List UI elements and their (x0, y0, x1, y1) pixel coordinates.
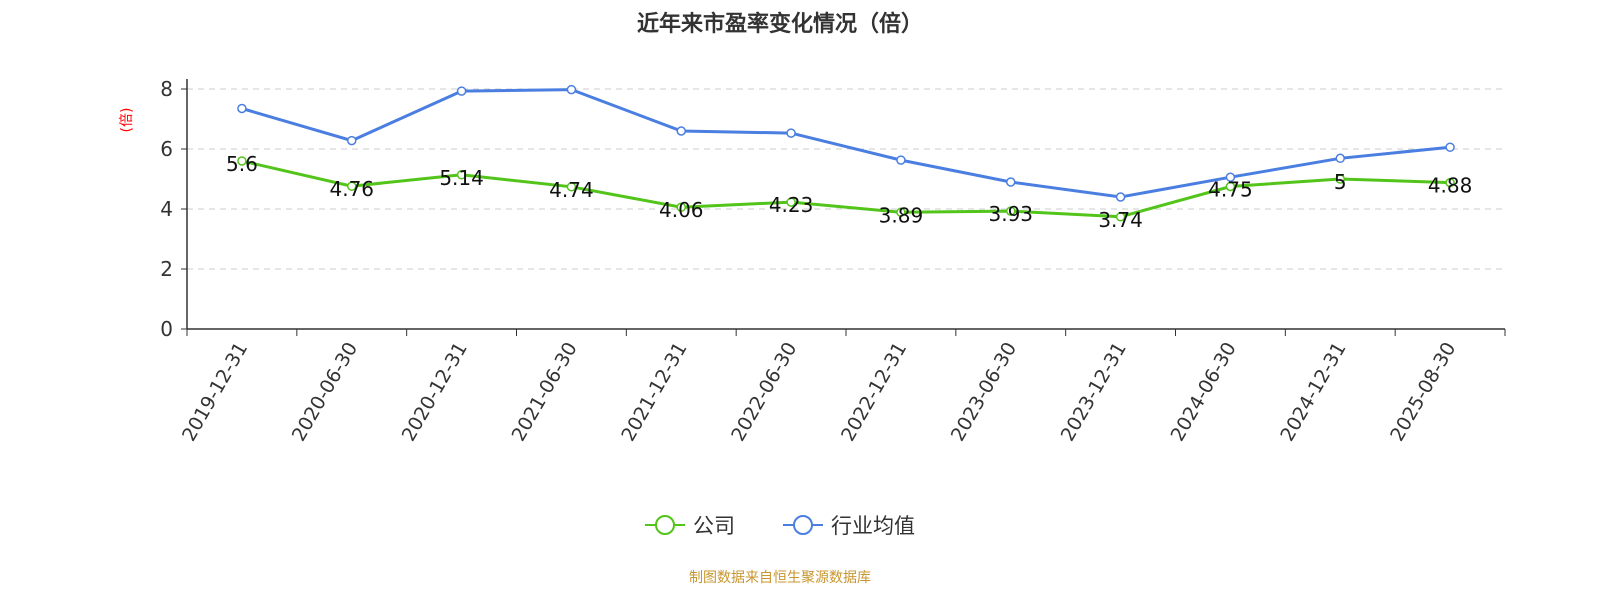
x-tick-label: 2022-12-31 (837, 339, 911, 446)
x-tick-label: 2024-12-31 (1276, 339, 1350, 446)
data-point (347, 135, 357, 146)
x-tick-label: 2023-06-30 (947, 339, 1021, 446)
y-tick-label: 4 (160, 197, 173, 221)
data-point (1445, 177, 1455, 188)
x-tick-label: 2022-06-30 (727, 339, 801, 446)
legend-marker (793, 515, 813, 535)
x-tick-label: 2020-06-30 (288, 339, 362, 446)
data-label: 3.89 (879, 203, 924, 227)
data-point (456, 170, 467, 180)
x-tick-label: 2021-12-31 (617, 339, 691, 446)
data-point (1335, 153, 1345, 164)
data-label: 4.76 (329, 177, 374, 201)
x-tick-label: 2025-08-30 (1386, 339, 1460, 446)
data-label: 3.74 (1098, 208, 1143, 232)
data-point (347, 181, 357, 191)
legend-label: 行业均值 (831, 514, 915, 538)
source-note: 制图数据来自恒生聚源数据库 (689, 570, 871, 586)
data-point (896, 155, 906, 165)
legend-marker (655, 515, 675, 535)
data-label: 3.93 (988, 202, 1033, 226)
data-label: 4.74 (549, 178, 594, 202)
legend-label: 公司 (693, 514, 735, 538)
data-point (896, 207, 906, 218)
data-point (1115, 212, 1126, 222)
data-point (786, 197, 796, 207)
data-label: 5.6 (226, 152, 258, 176)
data-point (676, 202, 686, 212)
series-line-行业均值 (241, 88, 1451, 199)
data-point (566, 182, 577, 192)
x-tick-label: 2021-06-30 (507, 339, 581, 446)
data-point (1006, 206, 1016, 216)
y-tick-label: 6 (160, 137, 173, 161)
data-point (237, 103, 247, 114)
data-point (676, 126, 686, 136)
series-line-公司 (241, 159, 1451, 219)
data-point (1335, 174, 1345, 184)
data-label: 4.88 (1428, 174, 1473, 198)
data-label: 5 (1334, 170, 1347, 194)
x-tick-label: 2023-12-31 (1057, 339, 1131, 446)
x-tick-label: 2019-12-31 (178, 339, 252, 446)
data-point (1445, 142, 1455, 152)
y-axis-label: (倍) (119, 108, 135, 133)
data-point (566, 84, 577, 95)
data-point (786, 128, 796, 138)
y-tick-label: 8 (160, 77, 173, 101)
data-label: 5.14 (439, 166, 484, 190)
y-tick-label: 0 (160, 317, 173, 341)
data-point (1006, 177, 1016, 187)
x-tick-label: 2020-12-31 (398, 339, 472, 446)
data-point (237, 156, 247, 166)
data-label: 4.75 (1208, 178, 1253, 202)
data-point (1225, 181, 1236, 192)
data-point (1225, 172, 1236, 182)
data-label: 4.06 (659, 198, 704, 222)
chart-title: 近年来市盈率变化情况（倍） (636, 12, 923, 37)
data-point (456, 86, 467, 96)
x-tick-label: 2024-06-30 (1166, 339, 1240, 446)
data-label: 4.23 (769, 193, 814, 217)
y-tick-label: 2 (160, 257, 173, 281)
data-point (1115, 192, 1126, 202)
